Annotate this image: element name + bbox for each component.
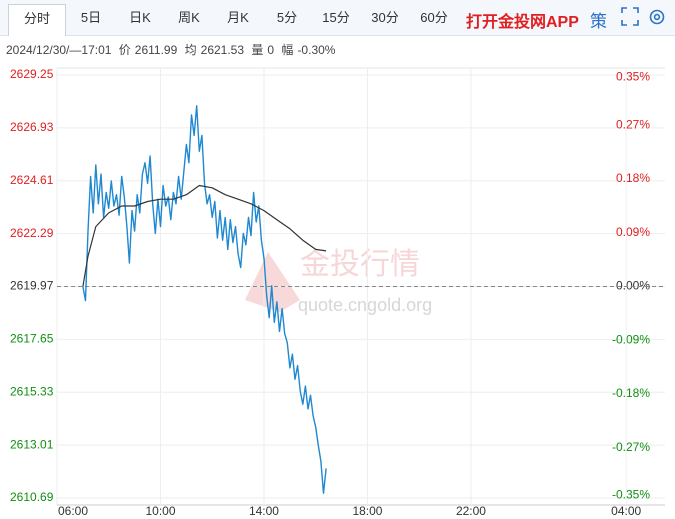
period-tab[interactable]: 30分 [371, 10, 399, 25]
y2-tick-label: 0.35% [616, 70, 650, 84]
watermark-logo [245, 252, 300, 312]
y-tick-label: 2613.01 [10, 437, 54, 451]
avg-label: 均 [184, 43, 197, 57]
period-tab[interactable]: 60分 [420, 10, 448, 25]
x-tick-label: 06:00 [58, 504, 88, 518]
y2-tick-label: 0.18% [616, 171, 650, 185]
y2-tick-label: -0.35% [612, 488, 650, 502]
change-label: 幅 [281, 43, 294, 57]
watermark-brand: 金投行情 [300, 248, 420, 281]
toolbar-icons [621, 7, 665, 26]
avg: 2621.53 [200, 43, 245, 57]
y-tick-label: 2626.93 [10, 120, 54, 134]
period-tab[interactable]: 周K [178, 10, 200, 25]
volume-label: 量 [251, 43, 264, 57]
period-tab[interactable]: 5分 [276, 10, 298, 25]
toolbar: 打开金投网APP 策 分时 5日 日K 周K 月K 5分 15分 30分 60分 [0, 0, 675, 36]
y2-tick-label: 0.27% [616, 117, 650, 131]
settings-icon[interactable] [649, 9, 665, 25]
strategy-button[interactable]: 策 [590, 12, 607, 31]
y2-tick-label: 0.00% [616, 279, 650, 293]
price-line [82, 105, 327, 494]
price-label: 价 [118, 43, 131, 57]
x-tick-label: 10:00 [145, 504, 175, 518]
period-tab[interactable]: 15分 [322, 10, 350, 25]
x-tick-label: 18:00 [352, 504, 382, 518]
fullscreen-icon[interactable] [621, 7, 639, 26]
y-tick-label: 2629.25 [10, 67, 54, 81]
y2-tick-label: -0.18% [612, 386, 650, 400]
change: -0.30% [297, 43, 336, 57]
y2-tick-label: 0.09% [616, 225, 650, 239]
y-tick-label: 2624.61 [10, 173, 54, 187]
volume: 0 [267, 43, 275, 57]
y2-tick-label: -0.27% [612, 440, 650, 454]
x-tick-label: 14:00 [249, 504, 279, 518]
app-promo[interactable]: 打开金投网APP [466, 14, 579, 31]
quote-time: 2024/12/30/—17:01 [6, 43, 112, 57]
y-tick-label: 2622.29 [10, 226, 54, 240]
y-tick-label: 2617.65 [10, 332, 54, 346]
average-line [82, 184, 327, 287]
y-tick-label: 2610.69 [10, 490, 54, 504]
y2-tick-label: -0.09% [612, 332, 650, 346]
period-tab[interactable]: 分时 [8, 4, 66, 36]
period-tab[interactable]: 月K [227, 10, 249, 25]
y-tick-label: 2619.97 [10, 279, 54, 293]
period-tab[interactable]: 5日 [80, 10, 102, 25]
x-tick-label: 04:00 [611, 504, 641, 518]
price: 2611.99 [134, 43, 178, 57]
period-tab[interactable]: 日K [129, 10, 151, 25]
y-tick-label: 2615.33 [10, 384, 54, 398]
watermark-site: quote.cngold.org [298, 295, 432, 315]
x-tick-label: 22:00 [456, 504, 486, 518]
